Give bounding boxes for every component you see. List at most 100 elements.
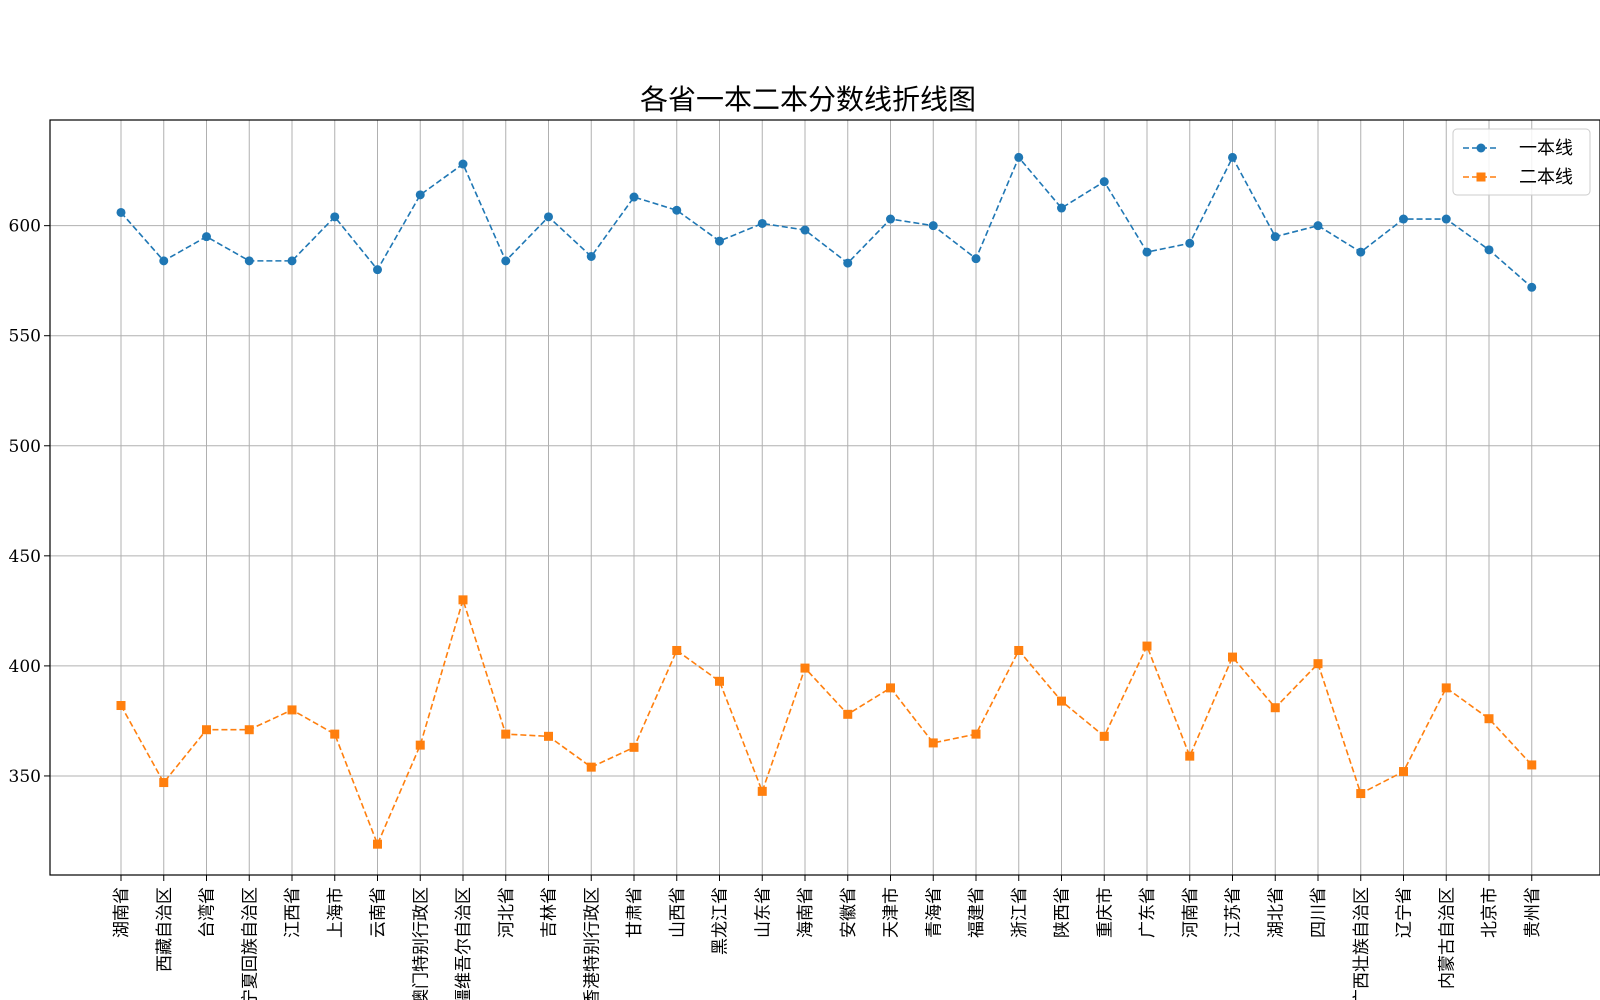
data-point	[1484, 245, 1494, 255]
y-axis: 350 400 450 500 550 600	[9, 217, 50, 787]
data-point	[1142, 247, 1152, 257]
x-tick-label: 甘肃省	[625, 887, 645, 938]
data-point	[715, 676, 724, 686]
data-point	[1313, 659, 1323, 669]
x-tick-label: 湖南省	[112, 887, 132, 938]
x-tick-label: 北京市	[1480, 887, 1500, 938]
data-point	[586, 251, 596, 261]
data-point	[843, 709, 853, 719]
x-tick-label: 福建省	[967, 887, 987, 938]
plot-frame	[49, 119, 1600, 876]
data-point	[1185, 238, 1195, 248]
data-point	[586, 762, 596, 772]
x-tick-label: 宁夏回族自治区	[240, 887, 260, 1000]
data-point	[1142, 641, 1152, 651]
data-point	[159, 256, 169, 266]
x-tick-label: 天津市	[882, 887, 902, 938]
data-point	[373, 265, 382, 275]
x-tick-label: 云南省	[369, 887, 389, 938]
data-point	[1313, 221, 1323, 231]
y-tick-label: 500	[9, 437, 41, 457]
data-point	[1014, 645, 1024, 655]
x-tick-label: 山东省	[753, 887, 773, 938]
x-tick-label: 安徽省	[839, 887, 859, 938]
data-point	[1527, 760, 1537, 770]
data-point	[928, 221, 938, 231]
series-line	[120, 155, 1533, 288]
data-point	[715, 236, 724, 246]
data-point	[501, 256, 511, 266]
data-point	[1099, 177, 1109, 187]
x-tick-label: 上海市	[326, 887, 346, 938]
y-tick-label: 400	[9, 657, 41, 677]
x-tick-label: 广西壮族自治区	[1352, 887, 1372, 1000]
data-point	[971, 729, 981, 739]
y-tick-label: 550	[9, 327, 41, 347]
series-line	[120, 597, 1533, 847]
grid-lines	[50, 120, 1600, 875]
x-tick-label: 吉林省	[540, 887, 560, 938]
data-point	[843, 258, 853, 268]
data-point	[928, 738, 938, 748]
x-tick-label: 江苏省	[1224, 887, 1244, 938]
data-point	[415, 740, 425, 750]
x-tick-label: 贵州省	[1523, 887, 1543, 938]
data-point	[1228, 652, 1237, 662]
data-point	[458, 159, 468, 169]
y-tick-label: 350	[9, 767, 41, 787]
data-point	[1057, 203, 1066, 213]
x-tick-label: 辽宁省	[1395, 887, 1415, 938]
x-tick-label: 海南省	[796, 887, 816, 938]
data-point	[672, 645, 682, 655]
data-point	[287, 705, 297, 715]
data-point	[244, 256, 254, 266]
chart-title: 各省一本二本分数线折线图	[640, 83, 976, 116]
data-point	[757, 218, 767, 228]
data-point	[672, 205, 682, 215]
data-point	[757, 786, 767, 796]
series-layer	[116, 152, 1537, 849]
data-point	[1356, 247, 1366, 257]
x-tick-label: 澳门特别行政区	[411, 887, 431, 1000]
data-point	[287, 256, 297, 266]
data-point	[1441, 683, 1451, 693]
data-point	[330, 729, 340, 739]
x-tick-label: 广东省	[1138, 887, 1158, 938]
x-tick-label: 台湾省	[198, 887, 218, 938]
data-point	[800, 663, 810, 673]
x-tick-label: 浙江省	[1010, 887, 1030, 938]
data-point	[1441, 214, 1451, 224]
data-point	[629, 742, 639, 752]
data-point	[202, 725, 211, 735]
x-tick-label: 新疆维吾尔自治区	[454, 887, 474, 1000]
data-point	[1399, 767, 1408, 777]
data-point	[1185, 751, 1195, 761]
data-point	[629, 192, 639, 202]
data-point	[202, 232, 211, 242]
data-point	[373, 839, 382, 849]
data-point	[458, 595, 468, 605]
data-point	[886, 683, 895, 693]
data-point	[1057, 696, 1066, 706]
data-point	[1399, 214, 1408, 224]
data-point	[415, 190, 425, 200]
x-tick-label: 山西省	[668, 887, 688, 938]
data-point	[886, 214, 895, 224]
series-1	[116, 152, 1537, 292]
legend-marker	[1476, 143, 1486, 153]
legend-label: 二本线	[1519, 167, 1573, 188]
x-tick-label: 青海省	[924, 887, 944, 938]
data-point	[1270, 232, 1280, 242]
legend-marker	[1476, 172, 1486, 182]
x-axis: 湖南省 西藏自治区 台湾省 宁夏回族自治区 江西省 上海市 云南省 澳门特别行政区 新疆维吾尔自…	[112, 875, 1543, 1000]
y-tick-label: 600	[9, 217, 41, 237]
x-tick-label: 陕西省	[1053, 887, 1073, 938]
data-point	[1527, 282, 1537, 292]
data-point	[116, 701, 126, 711]
x-tick-label: 黑龙江省	[711, 887, 731, 955]
x-tick-label: 河南省	[1181, 887, 1201, 938]
y-tick-label: 450	[9, 547, 41, 567]
data-point	[1484, 714, 1494, 724]
x-tick-label: 江西省	[283, 887, 303, 938]
